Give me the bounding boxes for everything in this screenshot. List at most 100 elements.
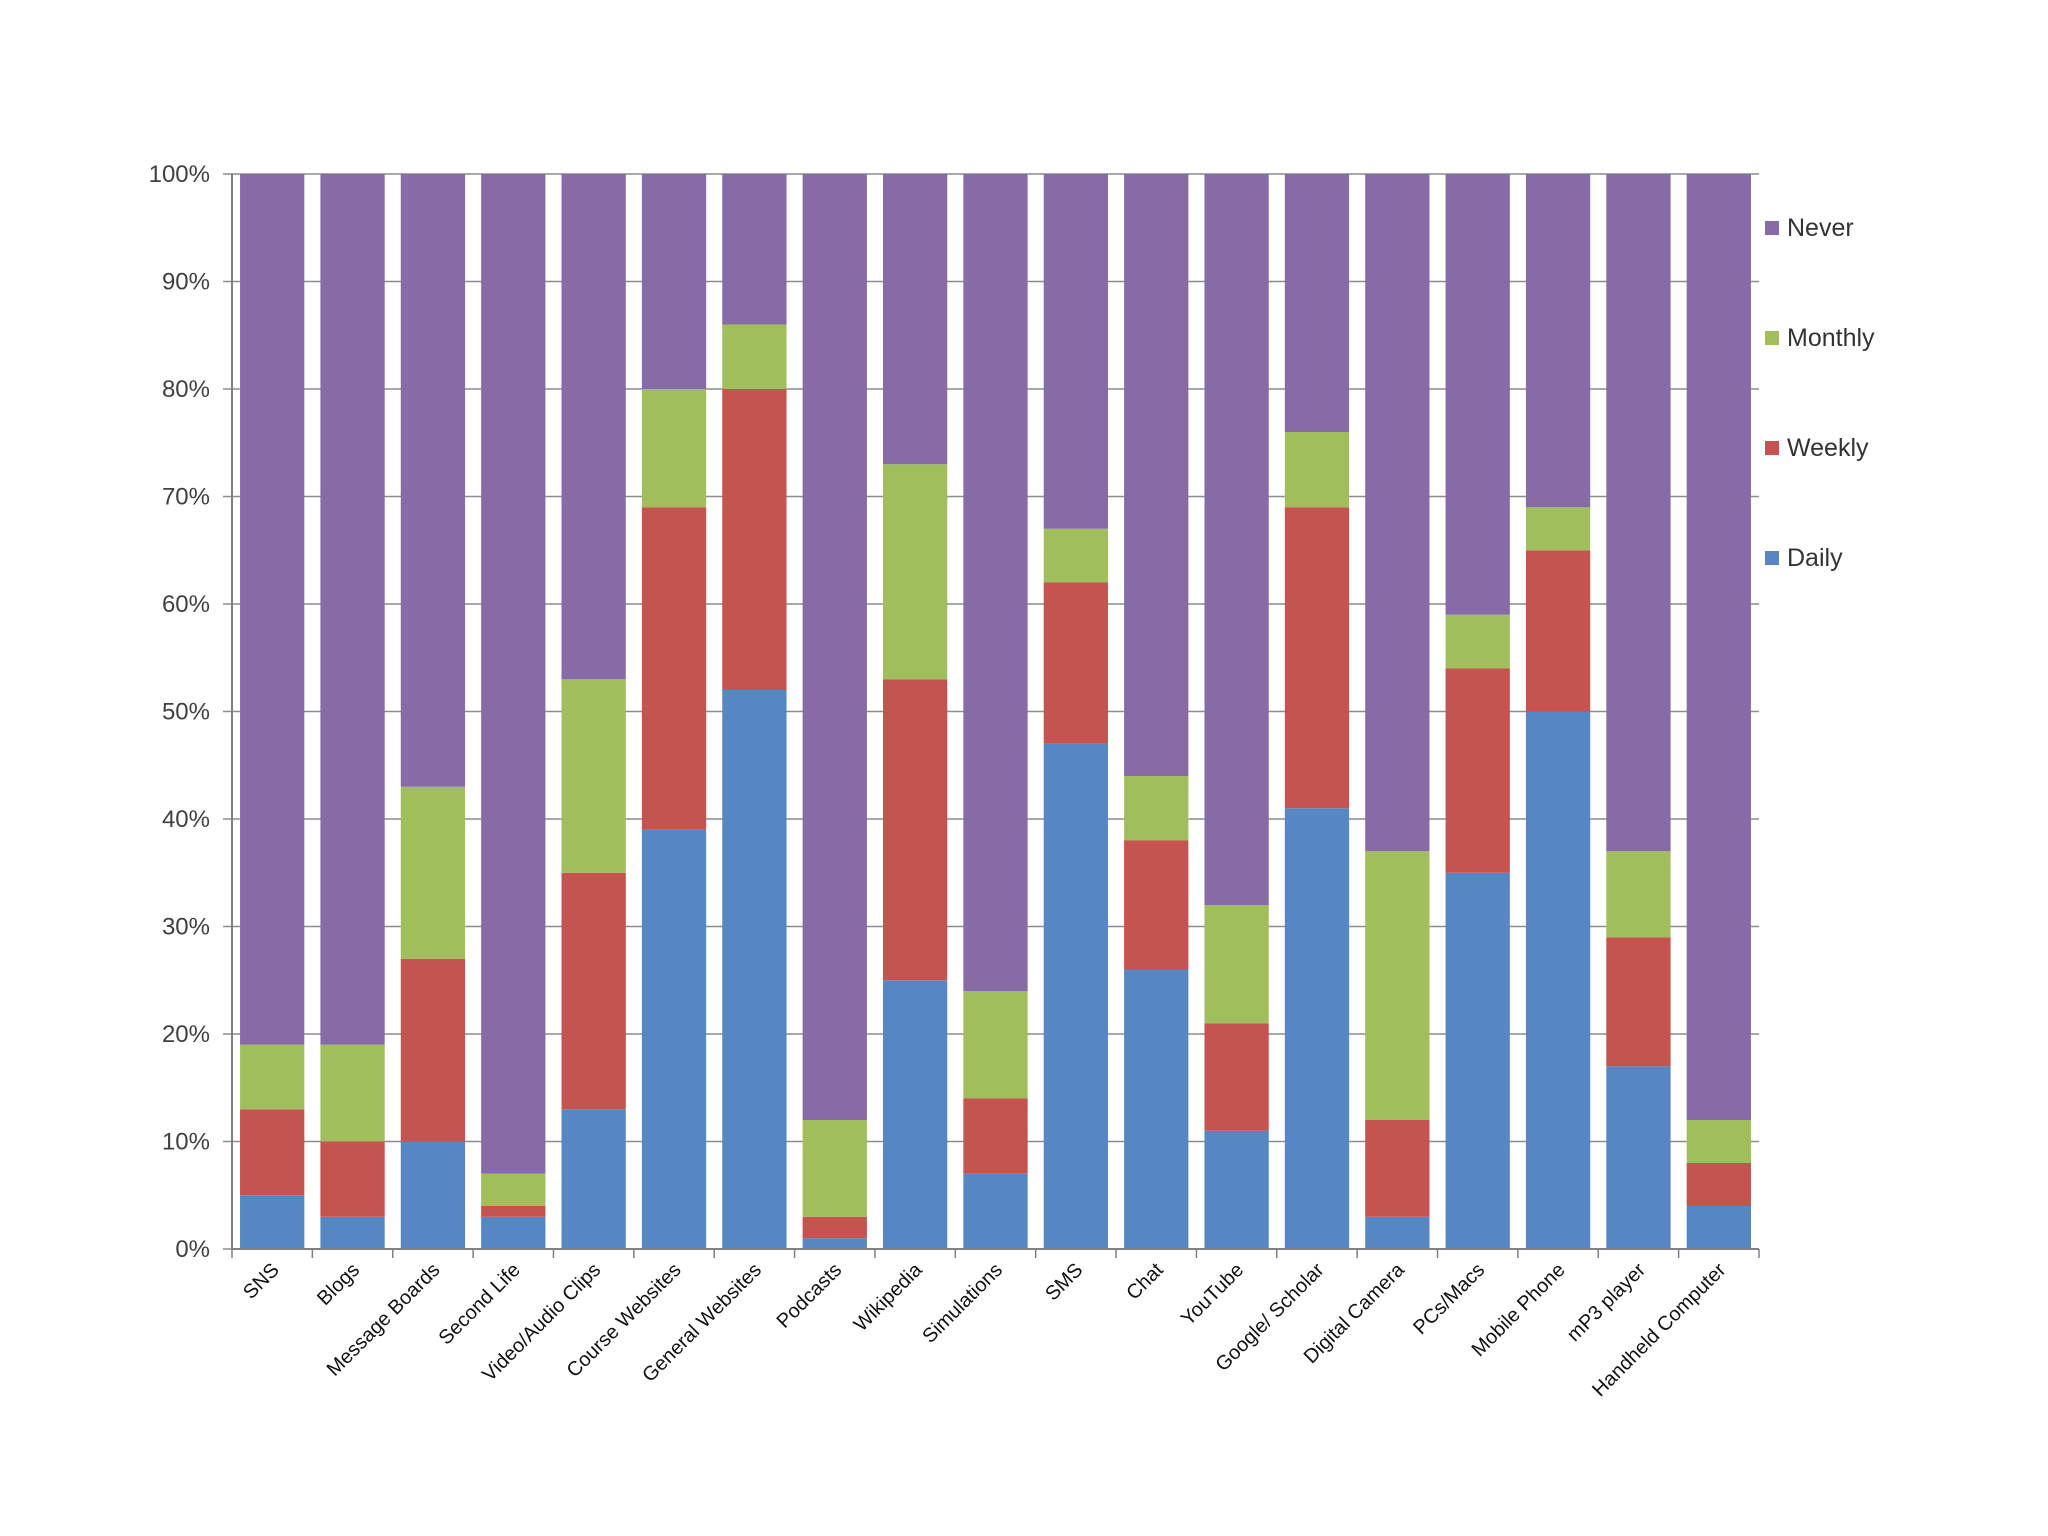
bar-pcs-macs-daily — [1445, 872, 1510, 1249]
y-axis-tick-labels: 0% 10% 20% 30% 40% 50% 60% 70% 80% 90% 100% — [149, 161, 210, 1263]
bar-general-websites-weekly — [722, 389, 787, 690]
bar-chat-daily — [1124, 969, 1189, 1249]
y-tick-label: 0% — [175, 1236, 210, 1263]
y-tick-label: 80% — [162, 376, 210, 403]
y-tick-label: 100% — [149, 161, 210, 188]
bar-sms-daily — [1043, 743, 1109, 1249]
x-category-label: mP3 player — [1563, 1259, 1650, 1346]
bar-pcs-macs-weekly — [1445, 668, 1510, 873]
x-category-label: PCs/Macs — [1409, 1259, 1489, 1339]
bar-google-scholar-daily — [1284, 808, 1350, 1249]
bar-pcs-macs-never — [1445, 174, 1510, 615]
bar-handheld-computer-daily — [1686, 1206, 1751, 1249]
bars — [240, 174, 1751, 1249]
legend: Never Monthly Weekly Daily — [1765, 214, 1875, 572]
bar-video-audio-clips-monthly — [561, 679, 626, 873]
bar-youtube-monthly — [1204, 905, 1269, 1024]
bar-handheld-computer-monthly — [1686, 1120, 1751, 1163]
legend-swatch-daily — [1765, 551, 1779, 565]
y-tick-label: 70% — [162, 484, 210, 511]
bar-video-audio-clips-never — [561, 174, 626, 680]
bar-wikipedia-monthly — [882, 464, 948, 680]
bar-podcasts-monthly — [802, 1120, 867, 1217]
bar-youtube-weekly — [1204, 1023, 1269, 1131]
x-category-label: Chat — [1122, 1259, 1168, 1305]
bar-wikipedia-daily — [882, 980, 948, 1249]
bar-digital-camera-never — [1365, 174, 1430, 852]
bar-sms-weekly — [1043, 582, 1109, 744]
legend-label-daily: Daily — [1787, 544, 1843, 572]
bar-video-audio-clips-weekly — [561, 872, 626, 1110]
bar-youtube-never — [1204, 174, 1269, 905]
bar-sms-monthly — [1043, 528, 1109, 583]
bar-podcasts-daily — [802, 1238, 867, 1249]
bar-general-websites-daily — [722, 690, 787, 1249]
bar-mp3-player-never — [1606, 174, 1671, 852]
x-category-label: Podcasts — [773, 1259, 847, 1333]
bar-blogs-monthly — [320, 1044, 385, 1142]
legend-label-monthly: Monthly — [1787, 324, 1875, 352]
bar-chat-never — [1124, 174, 1189, 776]
bar-blogs-daily — [320, 1216, 385, 1249]
bar-second-life-weekly — [481, 1206, 546, 1217]
bar-simulations-monthly — [963, 991, 1028, 1099]
bar-chat-weekly — [1124, 840, 1189, 970]
bar-blogs-weekly — [320, 1141, 385, 1217]
bar-course-websites-never — [641, 174, 707, 389]
legend-label-never: Never — [1787, 214, 1854, 242]
bar-mp3-player-daily — [1606, 1066, 1671, 1249]
bar-chat-monthly — [1124, 776, 1189, 841]
y-tick-label: 20% — [162, 1021, 210, 1048]
x-category-label: YouTube — [1177, 1259, 1248, 1330]
bar-digital-camera-weekly — [1365, 1120, 1430, 1217]
x-category-label: Second Life — [435, 1259, 525, 1349]
bar-sns-never — [240, 174, 305, 1045]
bar-course-websites-daily — [641, 829, 707, 1249]
bar-mobile-phone-monthly — [1525, 507, 1591, 551]
y-tick-label: 10% — [162, 1129, 210, 1156]
bar-course-websites-weekly — [641, 507, 707, 830]
y-tick-label: 50% — [162, 699, 210, 726]
bar-message-boards-never — [400, 174, 466, 787]
bar-message-boards-monthly — [400, 786, 466, 959]
bar-handheld-computer-never — [1686, 174, 1751, 1120]
y-tick-label: 90% — [162, 269, 210, 296]
bar-mp3-player-weekly — [1606, 937, 1671, 1067]
bar-video-audio-clips-daily — [561, 1109, 626, 1249]
axes — [231, 174, 1760, 1258]
bar-podcasts-weekly — [802, 1216, 867, 1239]
bar-general-websites-monthly — [722, 324, 787, 389]
legend-label-weekly: Weekly — [1787, 434, 1869, 462]
bar-wikipedia-never — [882, 174, 948, 465]
bar-wikipedia-weekly — [882, 679, 948, 981]
bar-pcs-macs-monthly — [1445, 614, 1510, 669]
bar-mobile-phone-weekly — [1525, 550, 1591, 712]
bar-simulations-daily — [963, 1173, 1028, 1249]
y-tick-label: 30% — [162, 914, 210, 941]
bar-sns-weekly — [240, 1109, 305, 1196]
bar-sms-never — [1043, 174, 1109, 529]
bar-second-life-daily — [481, 1216, 546, 1249]
bar-message-boards-daily — [400, 1141, 466, 1249]
bar-mobile-phone-never — [1525, 174, 1591, 508]
bar-course-websites-monthly — [641, 389, 707, 508]
x-category-label: Wikipedia — [850, 1258, 927, 1335]
bar-second-life-monthly — [481, 1173, 546, 1206]
bar-google-scholar-weekly — [1284, 507, 1350, 809]
bar-sns-monthly — [240, 1044, 305, 1110]
bar-simulations-never — [963, 174, 1028, 991]
bar-youtube-daily — [1204, 1130, 1269, 1249]
bar-mp3-player-monthly — [1606, 851, 1671, 938]
x-category-label: SNS — [239, 1259, 284, 1304]
bar-general-websites-never — [722, 174, 787, 325]
y-tick-label: 40% — [162, 806, 210, 833]
x-category-label: SMS — [1041, 1259, 1087, 1305]
bar-digital-camera-monthly — [1365, 851, 1430, 1120]
bar-mobile-phone-daily — [1525, 711, 1591, 1249]
x-category-label: Blogs — [313, 1259, 364, 1310]
bar-podcasts-never — [802, 174, 867, 1120]
bar-second-life-never — [481, 174, 546, 1174]
bar-handheld-computer-weekly — [1686, 1163, 1751, 1206]
x-category-label: Handheld Computer — [1588, 1259, 1730, 1401]
